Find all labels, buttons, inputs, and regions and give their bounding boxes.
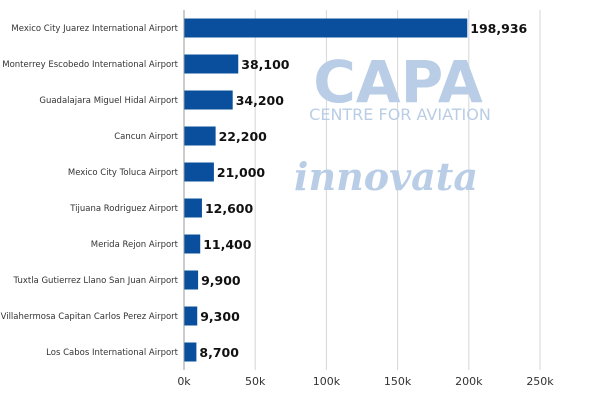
- category-label: Cancun Airport: [114, 132, 178, 142]
- bar: [184, 90, 233, 110]
- category-label: Merida Rejon Airport: [91, 240, 179, 250]
- bar: [184, 198, 202, 218]
- data-label: 198,936: [470, 21, 527, 36]
- x-tick-label: 200k: [455, 375, 483, 388]
- watermark-brand: CAPA: [313, 48, 483, 116]
- x-tick-label: 250k: [526, 375, 554, 388]
- x-tick-label: 150k: [384, 375, 412, 388]
- watermark: CAPA CENTRE FOR AVIATION innovata: [294, 48, 491, 199]
- bar: [184, 270, 199, 290]
- data-label: 12,600: [205, 201, 254, 216]
- category-label: Villahermosa Capitan Carlos Perez Airpor…: [1, 312, 179, 322]
- x-tick-label: 50k: [245, 375, 266, 388]
- data-label: 9,300: [200, 309, 240, 324]
- data-label: 21,000: [217, 165, 266, 180]
- category-label: Tuxtla Gutierrez Llano San Juan Airport: [13, 276, 179, 286]
- category-label: Monterrey Escobedo International Airport: [2, 60, 178, 70]
- category-label: Los Cabos International Airport: [46, 348, 179, 358]
- x-tick-label: 0k: [177, 375, 191, 388]
- bar: [184, 162, 214, 182]
- bar: [184, 126, 216, 146]
- category-label: Guadalajara Miguel Hidal Airport: [39, 96, 178, 106]
- data-label: 34,200: [236, 93, 285, 108]
- bars: [184, 18, 468, 362]
- x-axis-ticks: 0k 50k 100k 150k 200k 250k: [177, 375, 554, 388]
- bar: [184, 54, 239, 74]
- data-label: 9,900: [201, 273, 241, 288]
- bar: [184, 234, 201, 254]
- data-label: 38,100: [241, 57, 290, 72]
- bar: [184, 342, 197, 362]
- category-label: Mexico City Toluca Airport: [68, 168, 179, 178]
- category-label: Tijuana Rodriguez Airport: [69, 204, 178, 214]
- data-label: 22,200: [219, 129, 268, 144]
- data-label: 8,700: [199, 345, 239, 360]
- data-labels: 198,936 38,100 34,200 22,200 21,000 12,600 11,…: [199, 21, 527, 360]
- gridlines: [254, 10, 541, 370]
- bar: [184, 306, 198, 326]
- category-label: Mexico City Juarez International Airport: [11, 24, 178, 34]
- data-label: 11,400: [203, 237, 252, 252]
- watermark-partner: innovata: [294, 154, 478, 199]
- watermark-subtitle: CENTRE FOR AVIATION: [309, 105, 491, 124]
- x-tick-label: 100k: [313, 375, 341, 388]
- bar: [184, 18, 468, 38]
- category-labels: Mexico City Juarez International Airport…: [1, 24, 179, 358]
